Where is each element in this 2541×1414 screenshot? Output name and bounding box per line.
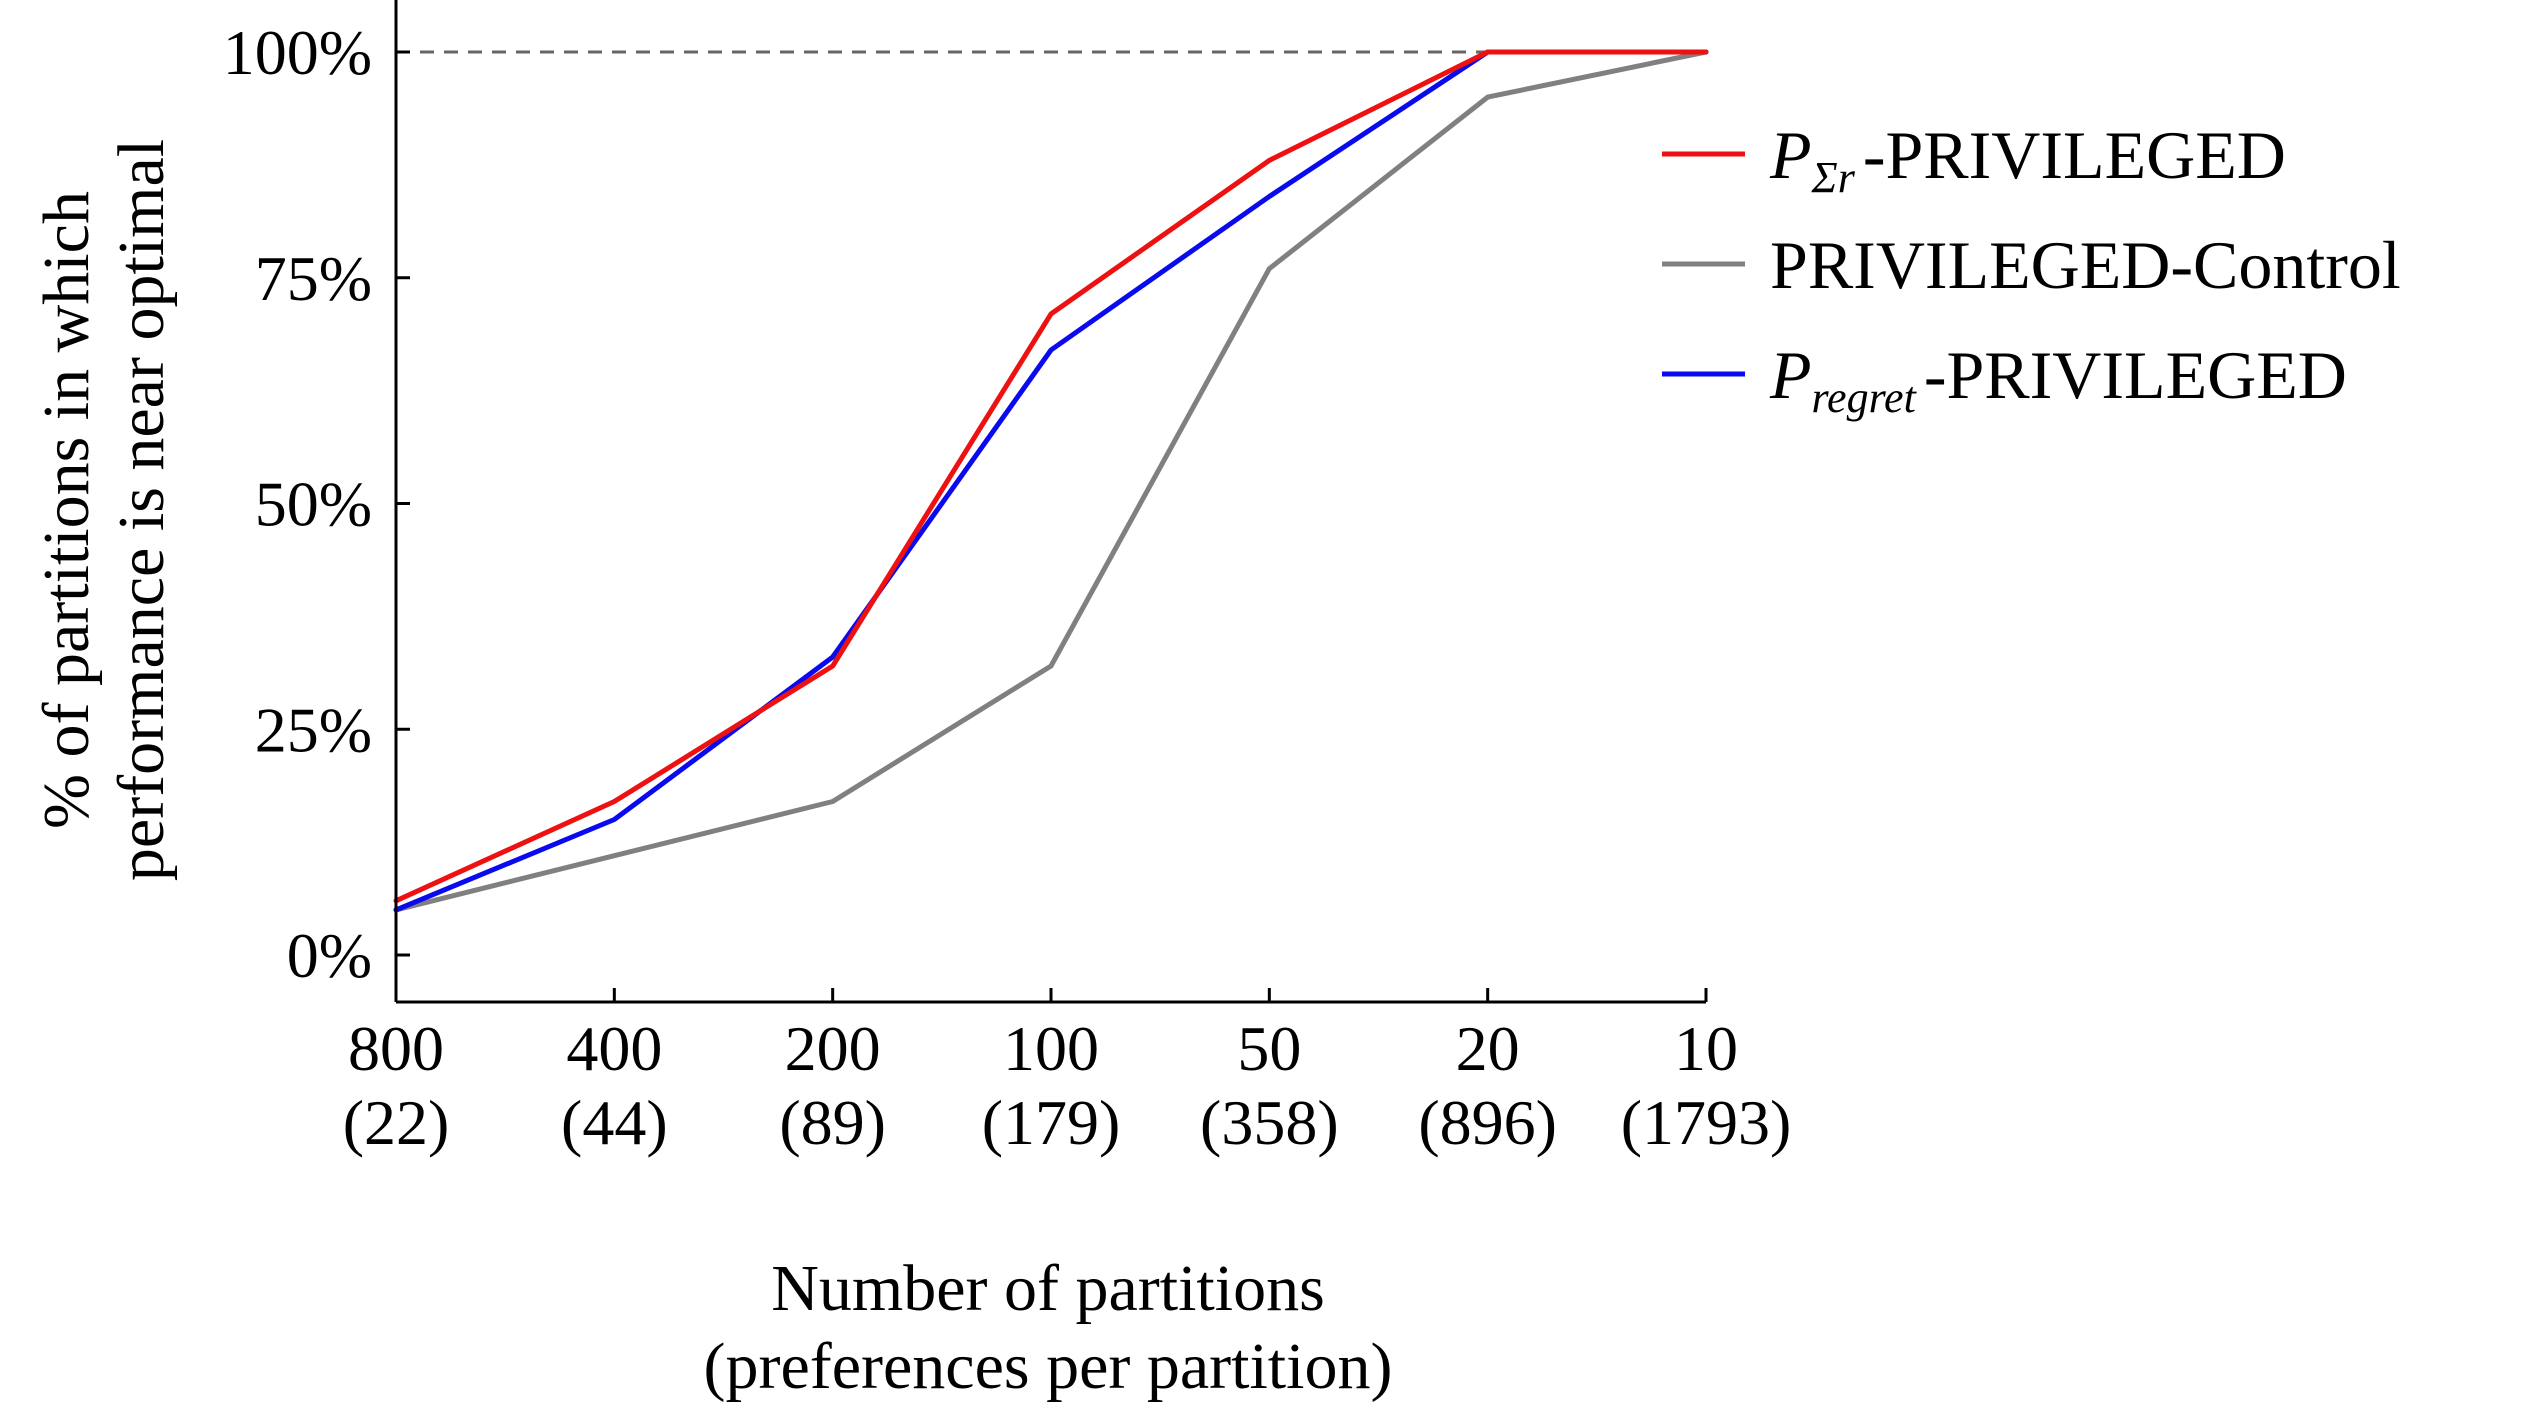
legend-label: PΣr -PRIVILEGED xyxy=(1769,117,2286,202)
x-tick-sublabel: (1793) xyxy=(1621,1087,1792,1158)
legend-label: PRIVILEGED-Control xyxy=(1770,227,2401,303)
x-tick-sublabel: (896) xyxy=(1418,1087,1557,1158)
x-tick-sublabel: (44) xyxy=(561,1087,668,1158)
y-tick-label: 25% xyxy=(255,694,372,765)
series-line-2 xyxy=(393,49,1709,913)
y-tick-label: 75% xyxy=(255,243,372,314)
legend-label: Pregret -PRIVILEGED xyxy=(1769,337,2347,422)
legend: PΣr -PRIVILEGED PRIVILEGED-Control Pregret -… xyxy=(1662,117,2401,422)
x-tick-sublabel: (89) xyxy=(779,1087,886,1158)
y-tick-label: 0% xyxy=(287,920,372,991)
y-axis-title-line1: % of partitions in which xyxy=(30,191,103,829)
x-tick-label: 20 xyxy=(1456,1013,1520,1084)
y-tick-label: 100% xyxy=(223,17,372,88)
x-tick-sublabel: (179) xyxy=(982,1087,1121,1158)
x-ticks: 800(22) 400(44) 200(89) 100(179) 50(358) 20(8… xyxy=(343,988,1792,1158)
series-line-0 xyxy=(393,49,1709,904)
x-tick-label: 400 xyxy=(566,1013,662,1084)
y-axis-title: % of partitions in which performance is … xyxy=(30,139,178,881)
x-axis-title-line2: (preferences per partition) xyxy=(704,1330,1393,1403)
x-tick-sublabel: (358) xyxy=(1200,1087,1339,1158)
x-tick-label: 100 xyxy=(1003,1013,1099,1084)
series-layer xyxy=(393,49,1709,913)
series-line-1 xyxy=(393,49,1709,913)
x-tick-label: 200 xyxy=(785,1013,881,1084)
x-axis-title-line1: Number of partitions xyxy=(771,1252,1325,1325)
x-tick-label: 10 xyxy=(1674,1013,1738,1084)
x-tick-sublabel: (22) xyxy=(343,1087,450,1158)
x-tick-label: 50 xyxy=(1237,1013,1301,1084)
y-axis-title-line2: performance is near optimal xyxy=(105,139,178,881)
y-tick-label: 50% xyxy=(255,469,372,540)
y-ticks: 0% 25% 50% 75% 100% xyxy=(223,17,410,991)
x-tick-label: 800 xyxy=(348,1013,444,1084)
axes-layer xyxy=(394,0,1706,1004)
